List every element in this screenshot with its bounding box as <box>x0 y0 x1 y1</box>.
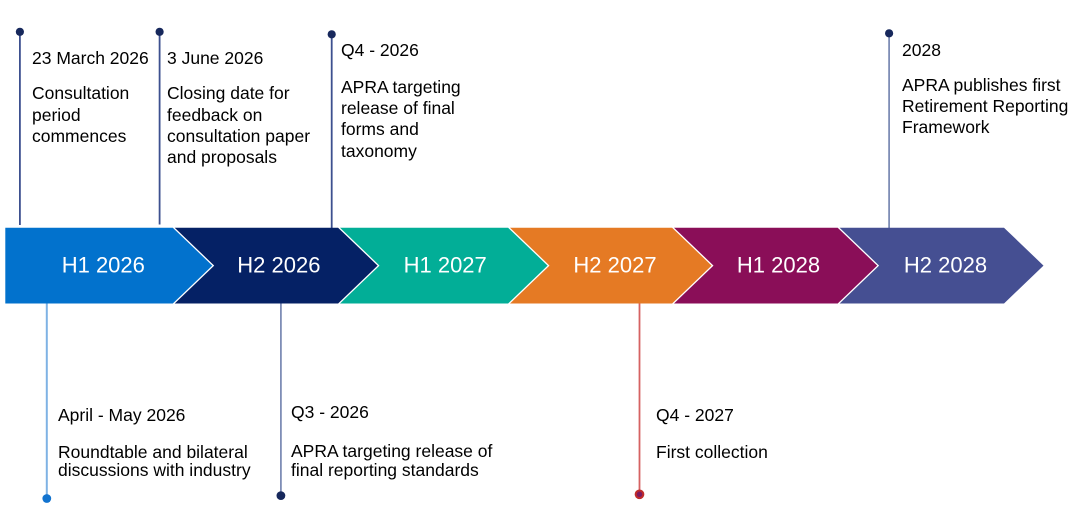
svg-text:H2 2027: H2 2027 <box>573 252 656 277</box>
svg-text:H2 2028: H2 2028 <box>904 252 987 277</box>
svg-text:H1 2028: H1 2028 <box>737 252 820 277</box>
svg-text:H1 2027: H1 2027 <box>404 252 487 277</box>
svg-text:H1 2026: H1 2026 <box>62 252 145 277</box>
svg-text:H2 2026: H2 2026 <box>237 252 320 277</box>
